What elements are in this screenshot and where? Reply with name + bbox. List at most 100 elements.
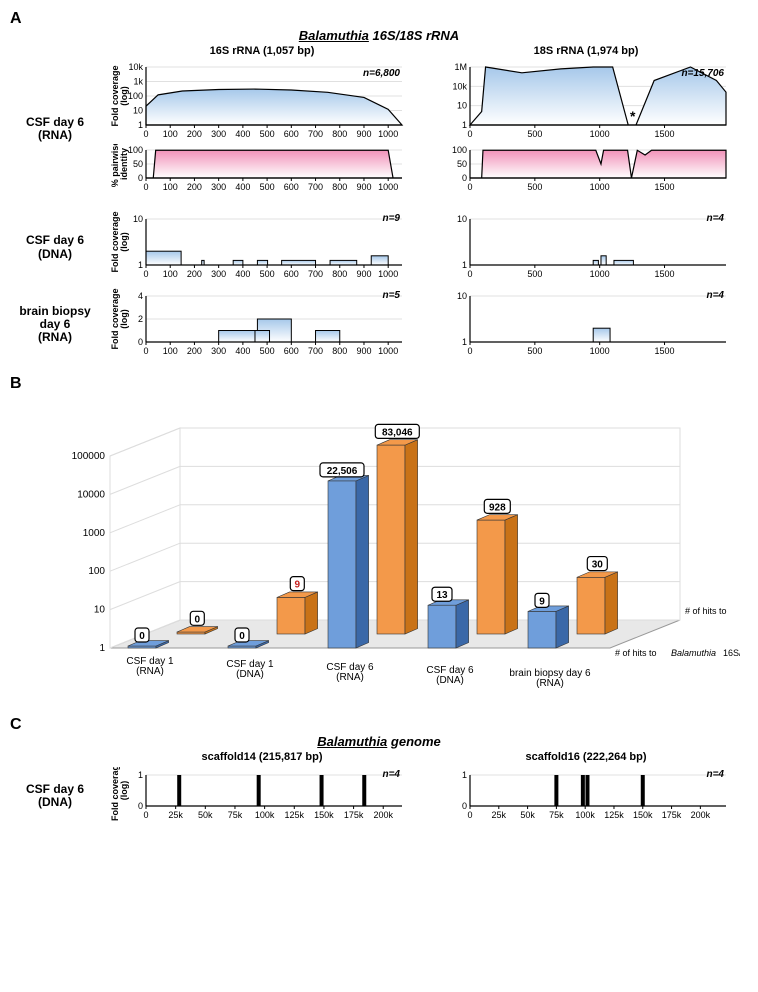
svg-text:10: 10	[457, 101, 467, 111]
panel-c-col2-subtitle: scaffold16 (222,264 bp)	[432, 751, 740, 763]
panel-a-title-rest: 16S/18S rRNA	[369, 28, 459, 43]
svg-text:700: 700	[308, 182, 323, 192]
panel-c-title-rest: genome	[387, 734, 440, 749]
svg-text:0: 0	[143, 269, 148, 279]
svg-text:800: 800	[332, 129, 347, 139]
svg-text:100000: 100000	[72, 451, 106, 462]
svg-text:10k: 10k	[452, 81, 467, 91]
svg-text:0: 0	[143, 346, 148, 356]
svg-text:0: 0	[467, 810, 472, 820]
svg-text:(log): (log)	[119, 309, 129, 329]
svg-text:1: 1	[462, 260, 467, 270]
svg-text:700: 700	[308, 269, 323, 279]
rowC-label: CSF day 6 (DNA)	[10, 783, 100, 809]
svg-text:900: 900	[356, 269, 371, 279]
svg-text:1: 1	[138, 120, 143, 130]
chart-c-c2: 01025k50k75k100k125k150k175k200kn=4	[432, 767, 732, 822]
svg-text:9: 9	[539, 596, 545, 607]
row3-label-l3: (RNA)	[10, 331, 100, 344]
svg-text:900: 900	[356, 182, 371, 192]
svg-text:(RNA): (RNA)	[336, 672, 364, 683]
svg-text:500: 500	[260, 346, 275, 356]
svg-text:identity: identity	[119, 148, 129, 180]
svg-text:200k: 200k	[373, 810, 393, 820]
svg-text:175k: 175k	[662, 810, 682, 820]
svg-text:1: 1	[99, 643, 105, 654]
svg-text:n=9: n=9	[382, 213, 400, 224]
svg-text:100k: 100k	[255, 810, 275, 820]
svg-text:1000: 1000	[590, 182, 610, 192]
svg-text:600: 600	[284, 182, 299, 192]
svg-text:1000: 1000	[83, 528, 106, 539]
svg-text:1500: 1500	[655, 182, 675, 192]
panel-b-letter: B	[10, 375, 22, 392]
svg-text:500: 500	[260, 269, 275, 279]
svg-text:0: 0	[138, 801, 143, 811]
svg-text:800: 800	[332, 269, 347, 279]
panel-c-col1-subtitle: scaffold14 (215,817 bp)	[108, 751, 416, 763]
svg-text:100: 100	[163, 129, 178, 139]
svg-text:0: 0	[195, 614, 201, 625]
chart-a-r1-c2-id: 050100050010001500	[432, 144, 732, 194]
svg-text:150k: 150k	[633, 810, 653, 820]
svg-text:1: 1	[462, 770, 467, 780]
svg-text:200: 200	[187, 269, 202, 279]
svg-text:30: 30	[592, 560, 604, 571]
svg-text:2: 2	[138, 314, 143, 324]
svg-text:10: 10	[133, 106, 143, 116]
svg-text:1: 1	[462, 120, 467, 130]
panel-c-letter: C	[10, 716, 22, 733]
svg-text:1000: 1000	[378, 129, 398, 139]
svg-text:1: 1	[462, 337, 467, 347]
svg-text:400: 400	[235, 129, 250, 139]
svg-text:500: 500	[260, 182, 275, 192]
svg-text:500: 500	[527, 129, 542, 139]
svg-text:800: 800	[332, 346, 347, 356]
svg-text:n=4: n=4	[706, 769, 724, 780]
svg-text:10: 10	[94, 605, 106, 616]
svg-text:25k: 25k	[168, 810, 183, 820]
chart-a-r2-c1: 11001002003004005006007008009001000n=9Fo…	[108, 211, 408, 281]
svg-text:1000: 1000	[590, 269, 610, 279]
svg-text:200: 200	[187, 346, 202, 356]
chart-a-r2-c2: 110050010001500n=4	[432, 211, 732, 281]
svg-text:900: 900	[356, 129, 371, 139]
row1-label: CSF day 6 (RNA)	[10, 116, 100, 142]
row2-label: CSF day 6 (DNA)	[10, 234, 100, 260]
svg-text:4: 4	[138, 291, 143, 301]
svg-text:150k: 150k	[314, 810, 334, 820]
svg-text:0: 0	[143, 182, 148, 192]
svg-text:200k: 200k	[691, 810, 711, 820]
svg-text:(DNA): (DNA)	[236, 669, 264, 680]
panel-b: B 1101001000100001000000983,046928300022…	[10, 375, 748, 708]
svg-text:1000: 1000	[590, 129, 610, 139]
svg-text:100k: 100k	[575, 810, 595, 820]
svg-text:500: 500	[527, 346, 542, 356]
svg-text:n=6,800: n=6,800	[363, 68, 400, 79]
row2-label-l1: CSF day 6	[10, 234, 100, 247]
svg-text:500: 500	[527, 269, 542, 279]
svg-text:400: 400	[235, 182, 250, 192]
chart-a-r1-c1-cov: 1101001k10k01002003004005006007008009001…	[108, 61, 408, 141]
svg-text:100: 100	[128, 91, 143, 101]
panel-a-letter: A	[10, 10, 22, 27]
svg-text:1000: 1000	[378, 269, 398, 279]
svg-text:50k: 50k	[520, 810, 535, 820]
panel-a-col2-subtitle: 18S rRNA (1,974 bp)	[432, 45, 740, 57]
svg-text:800: 800	[332, 182, 347, 192]
chart-a-r3-c2: 110050010001500n=4	[432, 288, 732, 358]
svg-text:0: 0	[143, 810, 148, 820]
svg-text:50k: 50k	[198, 810, 213, 820]
svg-text:(DNA): (DNA)	[436, 675, 464, 686]
svg-text:(log): (log)	[119, 781, 129, 801]
svg-text:(log): (log)	[119, 86, 129, 106]
svg-text:700: 700	[308, 129, 323, 139]
svg-text:(RNA): (RNA)	[136, 666, 164, 677]
svg-text:300: 300	[211, 269, 226, 279]
svg-text:500: 500	[527, 182, 542, 192]
svg-text:75k: 75k	[549, 810, 564, 820]
svg-text:100: 100	[452, 145, 467, 155]
svg-text:n=5: n=5	[382, 290, 400, 301]
chart-a-r1-c2-cov: 11010k1M050010001500n=15,706*	[432, 61, 732, 141]
svg-text:9: 9	[295, 580, 301, 591]
